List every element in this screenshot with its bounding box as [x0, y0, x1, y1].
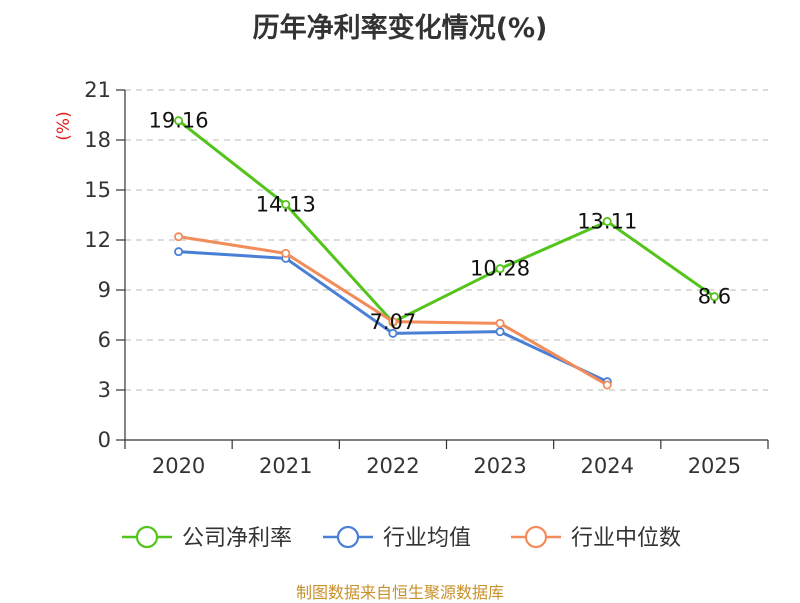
data-point-0-2020[interactable]: [174, 116, 184, 126]
legend-label-1[interactable]: 行业均值: [383, 526, 471, 551]
legend: 公司净利率 行业均值 行业中位数: [122, 525, 681, 551]
y-tick-label: 9: [98, 278, 111, 302]
y-tick-label: 21: [84, 78, 111, 102]
data-point-0-2023[interactable]: [495, 264, 505, 274]
data-point-2-2024[interactable]: [602, 380, 612, 390]
legend-marker-2: [524, 525, 548, 549]
data-label-2020: 19.16: [149, 109, 209, 133]
y-tick-label: 3: [98, 378, 111, 402]
y-tick-label: 12: [84, 228, 111, 252]
data-point-0-2021[interactable]: [281, 199, 291, 209]
x-tick-label-2021: 2021: [259, 454, 312, 478]
data-point-2-2023[interactable]: [495, 318, 505, 328]
series-lines: [174, 116, 719, 390]
data-label-2022: 7.07: [370, 310, 417, 334]
data-point-1-2020[interactable]: [174, 247, 184, 257]
y-tick-label: 15: [84, 178, 111, 202]
data-point-1-2023[interactable]: [495, 327, 505, 337]
data-point-0-2024[interactable]: [602, 216, 612, 226]
x-tick-label-2025: 2025: [688, 454, 741, 478]
axes: 0 3 6 9 12 15 18 21 2020 2021 2022 2023 2024 2025 (%): [54, 78, 769, 478]
legend-marker-0: [135, 525, 159, 549]
x-tick-label-2022: 2022: [366, 454, 419, 478]
data-label-2025: 8.6: [698, 285, 731, 309]
data-point-1-2022[interactable]: [388, 328, 398, 338]
data-point-2-2020[interactable]: [174, 232, 184, 242]
x-tick-label-2024: 2024: [581, 454, 634, 478]
data-label-2021: 14.13: [256, 193, 316, 217]
x-tick-label-2020: 2020: [152, 454, 205, 478]
x-tick-label-2023: 2023: [473, 454, 526, 478]
source-note: 制图数据来自恒生聚源数据库: [295, 583, 504, 602]
chart-title: 历年净利率变化情况(%): [252, 13, 548, 44]
y-tick-label: 18: [84, 128, 111, 152]
y-axis-unit-label: (%): [54, 111, 74, 140]
data-point-2-2022[interactable]: [388, 317, 398, 327]
data-point-2-2021[interactable]: [281, 248, 291, 258]
gridlines: [125, 89, 768, 391]
y-tick-label: 6: [98, 328, 111, 352]
series-line-0: [177, 119, 716, 324]
legend-label-0[interactable]: 公司净利率: [182, 526, 292, 551]
data-label-2023: 10.28: [470, 257, 530, 281]
legend-label-2[interactable]: 行业中位数: [571, 526, 681, 551]
data-point-0-2025[interactable]: [709, 292, 719, 302]
data-labels: 19.16 14.13 7.07 10.28 13.11 8.6: [149, 109, 732, 334]
legend-marker-1: [336, 525, 360, 549]
data-label-2024: 13.11: [577, 210, 637, 234]
y-tick-label: 0: [98, 428, 111, 452]
